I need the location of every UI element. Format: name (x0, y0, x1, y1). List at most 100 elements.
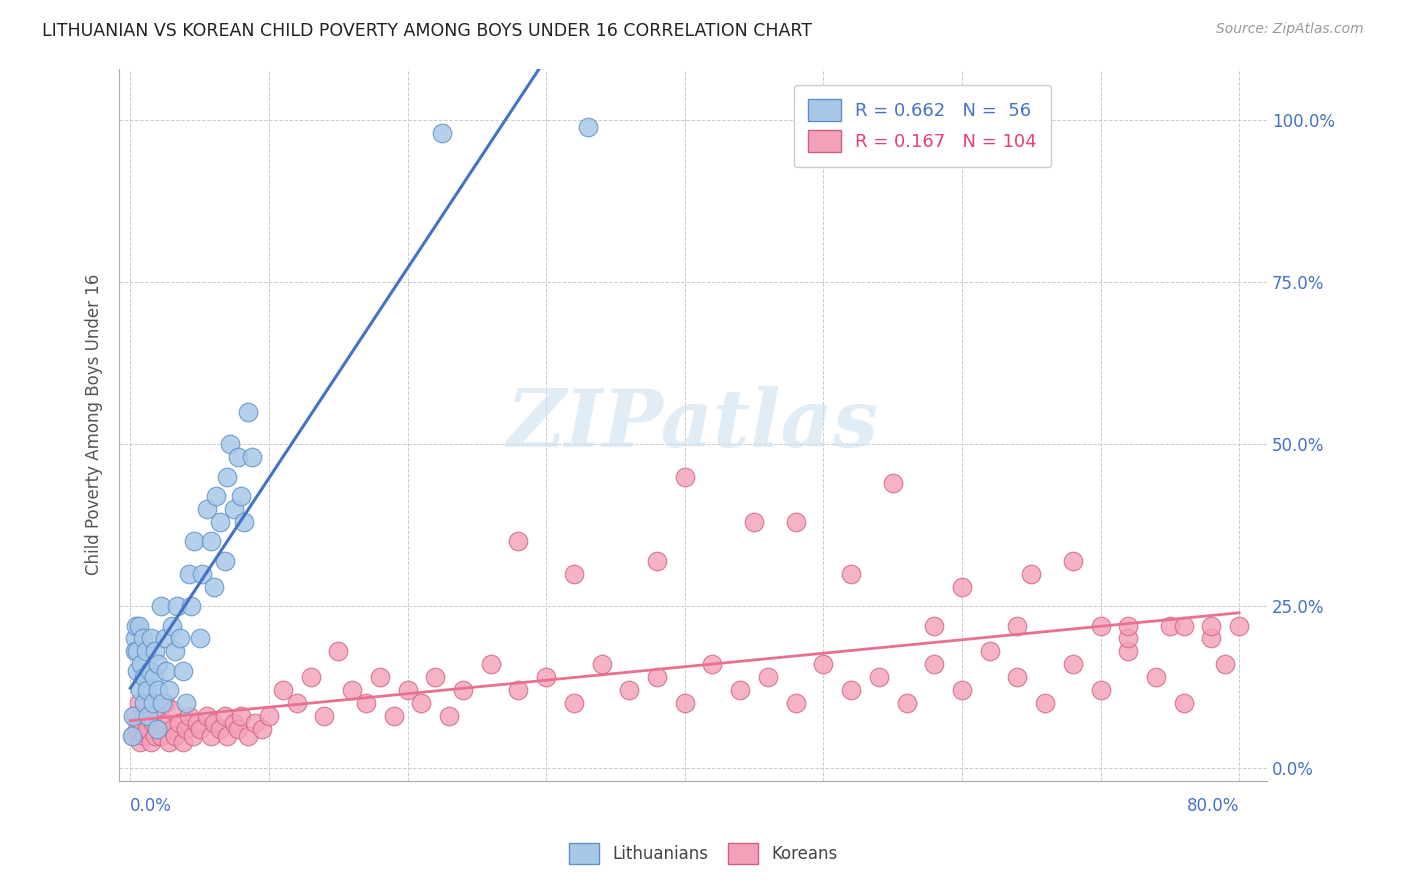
Point (328, 644, 350, 658)
Point (240, 450, 263, 464)
Point (1062, 657, 1084, 672)
Point (138, 696, 160, 710)
Point (562, 566, 585, 581)
Point (163, 729, 186, 743)
Point (479, 657, 502, 672)
Point (619, 683, 641, 698)
Point (645, 554, 668, 568)
Point (166, 599, 188, 613)
Point (146, 722, 169, 736)
Point (1201, 618, 1223, 632)
Point (142, 670, 165, 684)
Point (129, 683, 152, 698)
Point (163, 644, 186, 658)
Point (314, 709, 336, 723)
Point (127, 644, 149, 658)
Point (157, 735, 180, 749)
Point (122, 709, 145, 723)
Point (160, 722, 183, 736)
Point (922, 657, 945, 672)
Point (202, 715, 225, 730)
Point (209, 722, 232, 736)
Point (141, 632, 163, 646)
Point (202, 580, 225, 594)
Point (233, 515, 256, 529)
Point (591, 657, 613, 672)
Point (1062, 554, 1084, 568)
Point (231, 489, 253, 503)
Point (1173, 618, 1195, 632)
Point (167, 715, 190, 730)
Point (243, 715, 266, 730)
Point (146, 703, 169, 717)
Point (191, 566, 214, 581)
Point (219, 437, 242, 451)
Point (1116, 644, 1139, 658)
Point (146, 657, 169, 672)
Point (149, 599, 172, 613)
Point (645, 670, 668, 684)
Point (174, 696, 197, 710)
Point (224, 715, 246, 730)
Point (228, 450, 250, 464)
Point (186, 715, 208, 730)
Point (238, 729, 260, 743)
Point (425, 670, 447, 684)
Text: 0.0%: 0.0% (131, 797, 173, 815)
Point (785, 696, 807, 710)
Point (195, 709, 218, 723)
Point (950, 580, 973, 594)
Point (125, 618, 148, 632)
Point (143, 644, 166, 658)
Point (868, 670, 890, 684)
Text: ZIPatlas: ZIPatlas (508, 386, 879, 464)
Point (188, 632, 211, 646)
Point (882, 476, 904, 491)
Point (508, 534, 530, 549)
Point (979, 644, 1001, 658)
Point (224, 502, 246, 516)
Point (124, 632, 146, 646)
Point (1201, 632, 1223, 646)
Point (169, 632, 191, 646)
Point (896, 696, 918, 710)
Point (576, 120, 599, 134)
Point (181, 729, 204, 743)
Point (157, 683, 180, 698)
Point (160, 703, 183, 717)
Point (1007, 618, 1029, 632)
Point (141, 715, 163, 730)
Point (134, 729, 156, 743)
Point (785, 515, 807, 529)
Point (149, 729, 172, 743)
Point (131, 715, 153, 730)
Point (180, 599, 202, 613)
Point (143, 729, 166, 743)
Point (1213, 657, 1236, 672)
Y-axis label: Child Poverty Among Boys Under 16: Child Poverty Among Boys Under 16 (86, 274, 103, 575)
Point (136, 683, 159, 698)
Point (141, 696, 163, 710)
Point (1116, 618, 1139, 632)
Point (742, 515, 765, 529)
Point (177, 566, 200, 581)
Point (134, 709, 156, 723)
Legend: Lithuanians, Koreans: Lithuanians, Koreans (562, 837, 844, 871)
Point (153, 715, 176, 730)
Point (257, 709, 280, 723)
Point (150, 696, 173, 710)
Point (172, 664, 194, 678)
Point (124, 644, 146, 658)
Point (299, 670, 322, 684)
Point (139, 664, 162, 678)
Point (146, 683, 169, 698)
Point (250, 722, 273, 736)
Point (508, 683, 530, 698)
Point (839, 683, 862, 698)
Point (172, 735, 194, 749)
Point (354, 696, 377, 710)
Point (1033, 696, 1056, 710)
Point (1090, 618, 1112, 632)
Point (451, 683, 474, 698)
Point (1227, 618, 1250, 632)
